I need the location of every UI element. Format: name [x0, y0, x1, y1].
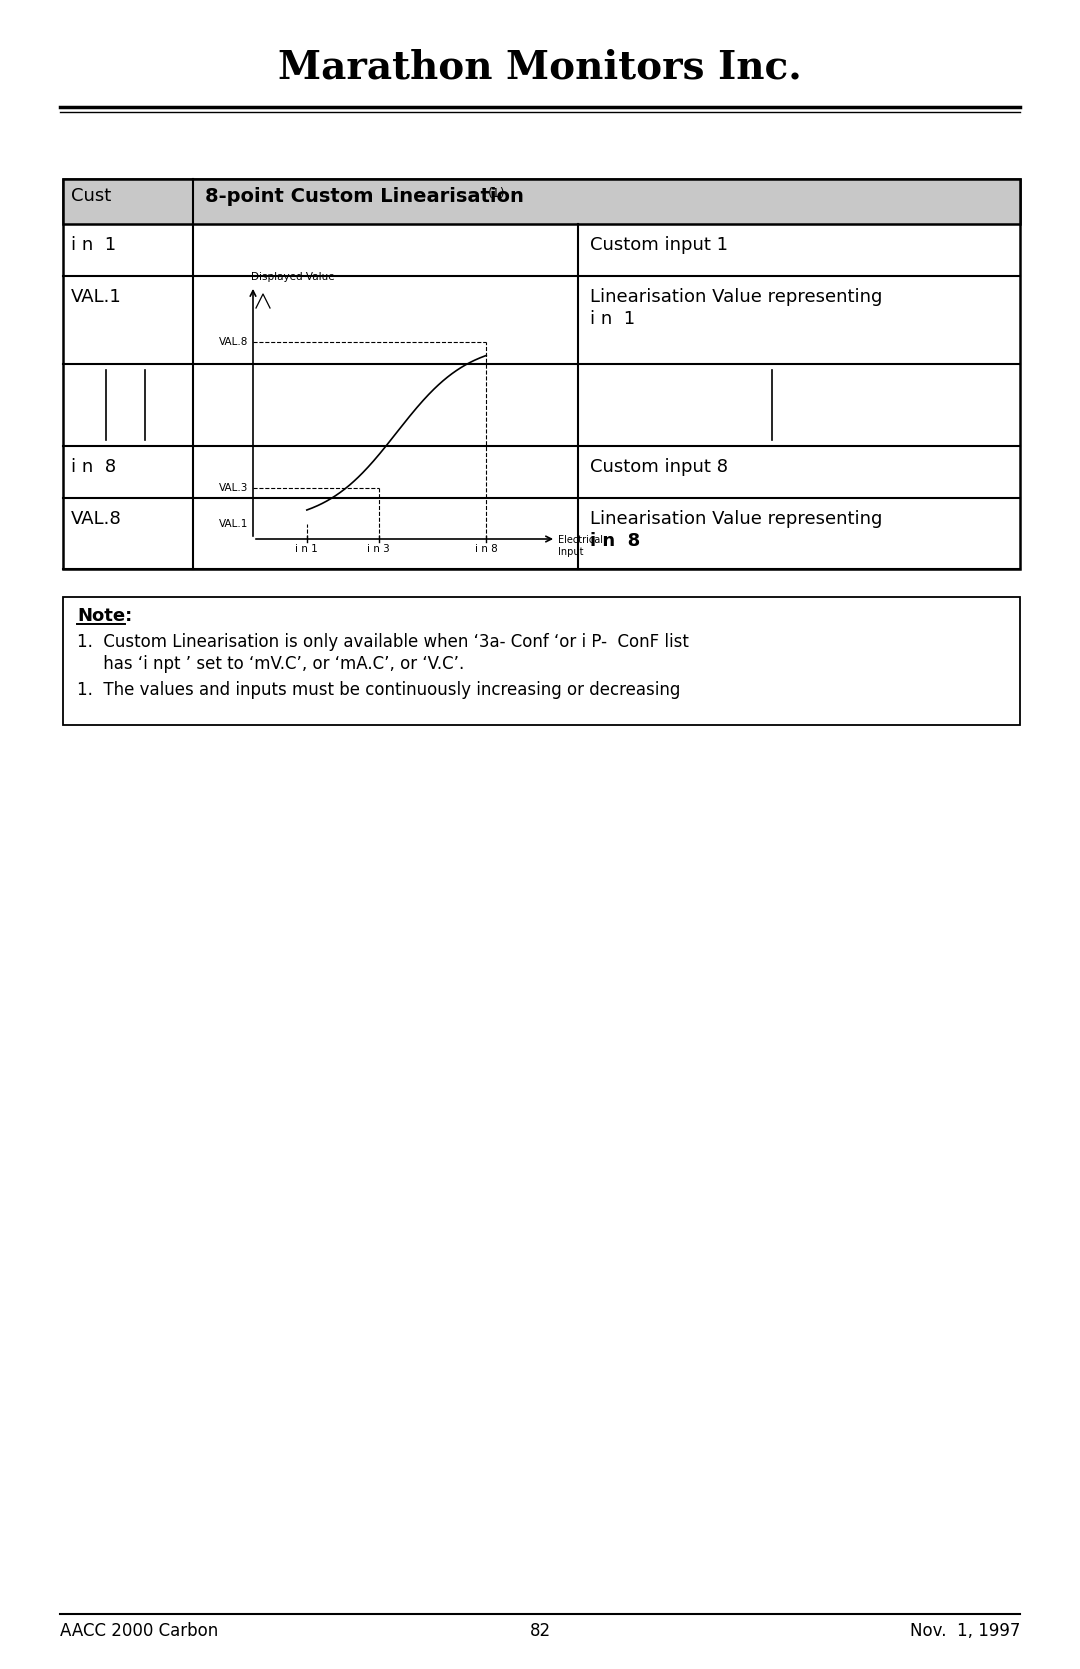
Text: i n  1: i n 1	[71, 235, 117, 254]
Text: VAL.8: VAL.8	[71, 511, 122, 527]
Text: Nov.  1, 1997: Nov. 1, 1997	[909, 1622, 1020, 1641]
Text: Cust: Cust	[71, 187, 111, 205]
Text: Marathon Monitors Inc.: Marathon Monitors Inc.	[279, 48, 801, 87]
Text: has ‘i npt ’ set to ‘mV.C’, or ‘mA.C’, or ‘V.C’.: has ‘i npt ’ set to ‘mV.C’, or ‘mA.C’, o…	[77, 654, 464, 673]
Text: Linearisation Value representing: Linearisation Value representing	[590, 289, 882, 305]
Text: (1): (1)	[488, 187, 505, 200]
Text: i n  8: i n 8	[71, 457, 117, 476]
Text: 1.  The values and inputs must be continuously increasing or decreasing: 1. The values and inputs must be continu…	[77, 681, 680, 699]
Text: i n  1: i n 1	[590, 310, 635, 329]
Text: Linearisation Value representing: Linearisation Value representing	[590, 511, 882, 527]
Text: VAL.1: VAL.1	[71, 289, 122, 305]
Text: i n 1: i n 1	[296, 544, 319, 554]
Text: Input: Input	[558, 547, 583, 557]
Text: VAL.8: VAL.8	[218, 337, 248, 347]
Text: Note:: Note:	[77, 608, 132, 624]
Text: VAL.3: VAL.3	[218, 484, 248, 494]
Bar	[63, 179, 1020, 569]
Text: Custom input 1: Custom input 1	[590, 235, 728, 254]
Bar	[63, 179, 1020, 224]
Text: i n 3: i n 3	[367, 544, 390, 554]
Text: VAL.1: VAL.1	[218, 519, 248, 529]
Text: Electrical: Electrical	[558, 536, 603, 546]
Text: i n 8: i n 8	[475, 544, 498, 554]
Text: 1.  Custom Linearisation is only available when ‘3a- Conf ‘or i P-  ConF list: 1. Custom Linearisation is only availabl…	[77, 633, 689, 651]
Text: Custom input 8: Custom input 8	[590, 457, 728, 476]
Text: 82: 82	[529, 1622, 551, 1641]
Text: 8-point Custom Linearisation: 8-point Custom Linearisation	[205, 187, 524, 205]
Text: i n  8: i n 8	[590, 532, 640, 551]
Bar	[63, 598, 1020, 724]
Text: Displayed Value: Displayed Value	[251, 272, 335, 282]
Text: AACC 2000 Carbon: AACC 2000 Carbon	[60, 1622, 218, 1641]
